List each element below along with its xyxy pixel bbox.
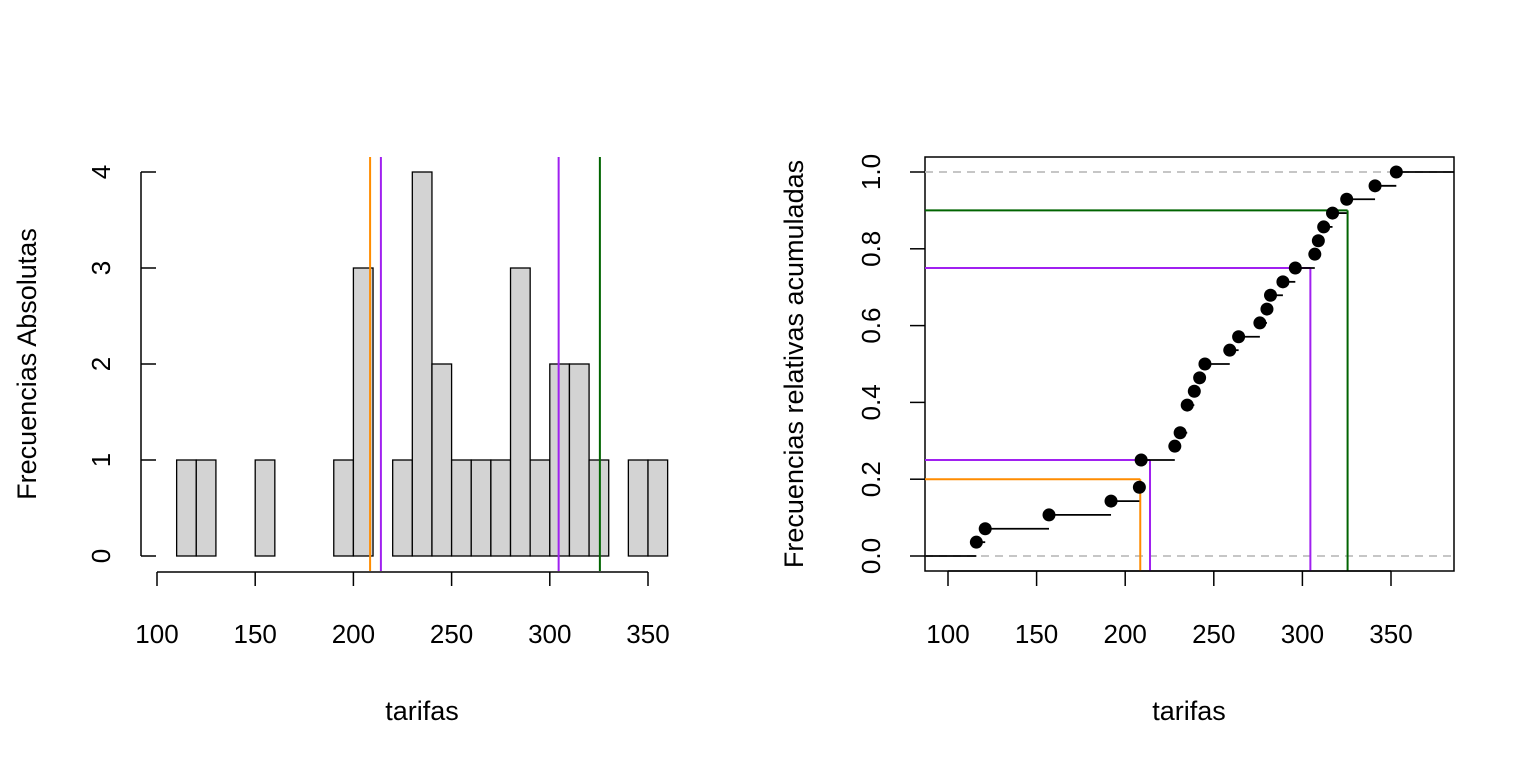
ecdf-x-tick-label: 150	[1015, 619, 1058, 649]
ecdf-point	[1340, 192, 1354, 206]
ecdf-point	[1042, 508, 1056, 522]
histogram-bar	[470, 459, 492, 557]
ecdf-point	[969, 535, 983, 549]
ecdf-point	[1276, 275, 1290, 289]
ecdf-y-tick-label: 0.8	[856, 231, 886, 267]
histogram-bar	[450, 459, 472, 557]
histogram-quantile-lines	[369, 157, 601, 571]
histogram-bar	[254, 459, 276, 557]
ecdf-quantile-lines	[925, 209, 1349, 571]
histogram-y-tick-label: 0	[86, 549, 116, 563]
ecdf-point	[1132, 480, 1146, 494]
histogram-y-tick-label: 1	[86, 453, 116, 467]
histogram-bar	[568, 363, 590, 557]
histogram-x-axis: 100 150 200 250 300 350	[135, 571, 670, 649]
histogram-y-axis: 0 1 2 3 4	[86, 165, 156, 563]
ecdf-x-tick-label: 200	[1104, 619, 1147, 649]
ecdf-point	[1168, 439, 1182, 453]
histogram-x-tick-label: 250	[430, 619, 473, 649]
ecdf-y-tick-label: 0.6	[856, 308, 886, 344]
ecdf-point	[1173, 426, 1187, 440]
histogram-bar	[411, 171, 433, 557]
ecdf-y-axis: 0.0 0.2 0.4 0.6 0.8 1.0	[856, 154, 925, 574]
ecdf-points	[969, 165, 1403, 549]
ecdf-point	[1223, 343, 1237, 357]
histogram-bar	[352, 267, 374, 557]
ecdf-x-tick-label: 100	[926, 619, 969, 649]
histogram-panel: 100 150 200 250 300 350 0 1 2 3 4 tarifas Frecuen…	[12, 157, 670, 726]
histogram-bar	[333, 459, 355, 557]
ecdf-point	[1326, 206, 1340, 220]
ecdf-point	[1368, 179, 1382, 193]
ecdf-point	[1317, 220, 1331, 234]
ecdf-x-tick-label: 300	[1281, 619, 1324, 649]
ecdf-point	[1288, 261, 1302, 275]
histogram-x-tick-label: 150	[234, 619, 277, 649]
ecdf-x-tick-label: 350	[1369, 619, 1412, 649]
histogram-bar	[490, 459, 512, 557]
histogram-bar	[195, 459, 217, 557]
ecdf-point	[1232, 330, 1246, 344]
histogram-x-tick-label: 100	[135, 619, 178, 649]
ecdf-x-tick-label: 250	[1192, 619, 1235, 649]
histogram-x-tick-label: 300	[528, 619, 571, 649]
ecdf-steps	[925, 171, 1454, 557]
histogram-bar	[627, 459, 649, 557]
histogram-bar	[529, 459, 551, 557]
ecdf-point	[1104, 494, 1118, 508]
ecdf-point	[1260, 302, 1274, 316]
ecdf-x-axis: 100 150 200 250 300 350	[926, 570, 1413, 649]
ecdf-y-tick-label: 1.0	[856, 154, 886, 190]
ecdf-y-tick-label: 0.0	[856, 538, 886, 574]
ecdf-point	[1389, 165, 1403, 179]
histogram-y-tick-label: 4	[86, 165, 116, 179]
ecdf-point	[1193, 371, 1207, 385]
ecdf-panel: 100 150 200 250 300 350 0.0 0.2 0.4 0.6 0.8 1.0 ta…	[779, 154, 1455, 726]
ecdf-y-tick-label: 0.2	[856, 461, 886, 497]
ecdf-point	[1264, 288, 1278, 302]
histogram-bar	[647, 459, 669, 557]
histogram-bar	[431, 363, 453, 557]
histogram-y-axis-title: Frecuencias Absolutas	[12, 228, 42, 500]
ecdf-point	[1134, 453, 1148, 467]
ecdf-point	[1198, 357, 1212, 371]
histogram-x-tick-label: 350	[626, 619, 669, 649]
ecdf-point	[1311, 234, 1325, 248]
ecdf-point	[1253, 316, 1267, 330]
ecdf-y-tick-label: 0.4	[856, 384, 886, 420]
histogram-x-axis-title: tarifas	[385, 696, 459, 726]
ecdf-point	[1187, 384, 1201, 398]
histogram-y-tick-label: 2	[86, 357, 116, 371]
ecdf-point	[978, 522, 992, 536]
ecdf-x-axis-title: tarifas	[1152, 696, 1226, 726]
histogram-bar	[392, 459, 413, 557]
histogram-bar	[509, 267, 531, 557]
histogram-y-tick-label: 3	[86, 261, 116, 275]
histogram-x-tick-label: 200	[332, 619, 375, 649]
ecdf-y-axis-title: Frecuencias relativas acumuladas	[779, 160, 809, 568]
histogram-bar	[175, 459, 197, 557]
histogram-bars	[175, 171, 669, 557]
ecdf-plot-box	[924, 156, 1455, 572]
ecdf-point	[1308, 247, 1322, 261]
ecdf-point	[1180, 398, 1194, 412]
ecdf-reference-lines	[925, 171, 1454, 557]
